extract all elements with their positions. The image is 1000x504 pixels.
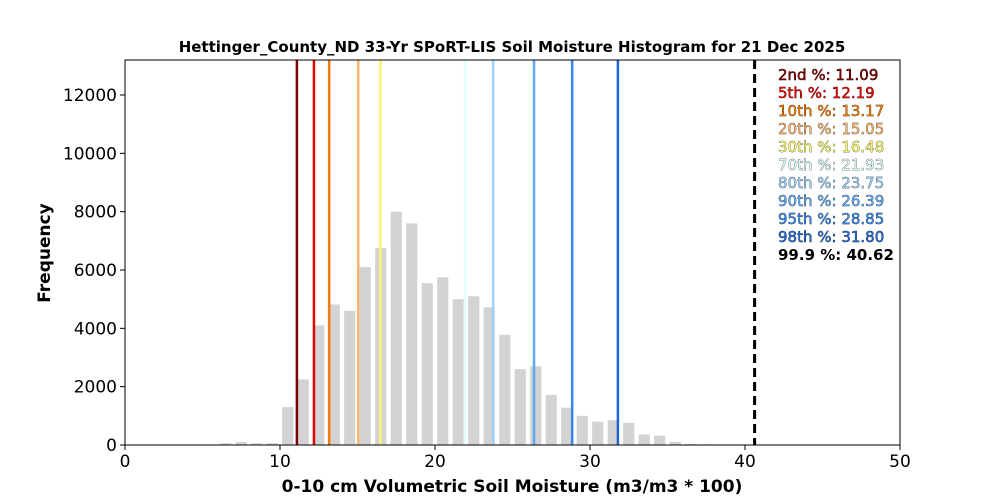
histogram-bar — [344, 310, 356, 445]
histogram-bar — [499, 334, 511, 445]
legend-entry: 10th %: 13.17 — [778, 102, 884, 120]
y-axis-label: Frequency — [35, 203, 55, 303]
histogram-bar — [282, 407, 294, 445]
histogram-bar — [297, 379, 309, 445]
x-tick-label: 20 — [424, 452, 446, 472]
x-axis-ticks: 0 10 20 30 40 50 — [120, 445, 911, 472]
histogram-bar — [468, 296, 480, 445]
x-tick-label: 0 — [120, 452, 131, 472]
histogram-bar — [328, 304, 340, 445]
histogram-bar — [514, 369, 526, 445]
legend-entry: 20th %: 15.05 — [778, 120, 884, 138]
histogram-bar — [266, 443, 278, 445]
histogram-bar — [359, 267, 371, 445]
histogram-bar — [313, 325, 325, 445]
x-tick-label: 30 — [579, 452, 601, 472]
histogram-bar — [437, 277, 449, 445]
histogram-bar — [530, 366, 542, 445]
x-axis-label: 0-10 cm Volumetric Soil Moisture (m3/m3 … — [282, 477, 743, 497]
histogram-bar — [669, 441, 681, 445]
bars-group — [220, 211, 712, 445]
histogram-bar — [235, 442, 247, 445]
y-tick-label: 12000 — [63, 86, 117, 106]
histogram-bar — [576, 415, 588, 445]
histogram-bar — [452, 299, 464, 445]
legend-entry: 30th %: 16.48 — [778, 138, 884, 156]
legend-entry: 2nd %: 11.09 — [778, 66, 878, 84]
histogram-bar — [251, 443, 263, 445]
legend-entry: 80th %: 23.75 — [778, 174, 884, 192]
histogram-bar — [483, 307, 495, 445]
histogram-bar — [654, 435, 666, 445]
legend-entry: 70th %: 21.93 — [778, 156, 884, 174]
histogram-bar — [607, 420, 619, 445]
legend-entry: 5th %: 12.19 — [778, 84, 875, 102]
y-axis-ticks: 0 2000 4000 6000 8000 10000 12000 — [63, 86, 125, 456]
histogram-bar — [421, 283, 433, 445]
y-tick-label: 8000 — [74, 203, 117, 223]
histogram-bar — [592, 421, 604, 445]
legend-entry: 95th %: 28.85 — [778, 210, 884, 228]
x-tick-label: 10 — [269, 452, 291, 472]
y-tick-label: 6000 — [74, 261, 117, 281]
histogram-bar — [220, 443, 232, 445]
y-tick-label: 10000 — [63, 144, 117, 164]
legend-entry: 90th %: 26.39 — [778, 192, 884, 210]
y-tick-label: 2000 — [74, 378, 117, 398]
plot-frame — [124, 59, 901, 446]
y-tick-label: 4000 — [74, 319, 117, 339]
legend-entry: 98th %: 31.80 — [778, 228, 884, 246]
legend-entry: 99.9 %: 40.62 — [778, 246, 894, 264]
histogram-bar — [390, 211, 402, 445]
histogram-bar — [623, 422, 635, 445]
chart-title: Hettinger_County_ND 33-Yr SPoRT-LIS Soil… — [179, 38, 846, 56]
x-tick-label: 40 — [734, 452, 756, 472]
histogram-bar — [638, 434, 650, 445]
x-tick-label: 50 — [889, 452, 911, 472]
histogram-bar — [545, 394, 557, 445]
histogram-bar — [406, 223, 418, 445]
histogram-bar — [561, 407, 573, 445]
percentile-lines-group — [295, 60, 757, 445]
y-tick-label: 0 — [106, 436, 117, 456]
